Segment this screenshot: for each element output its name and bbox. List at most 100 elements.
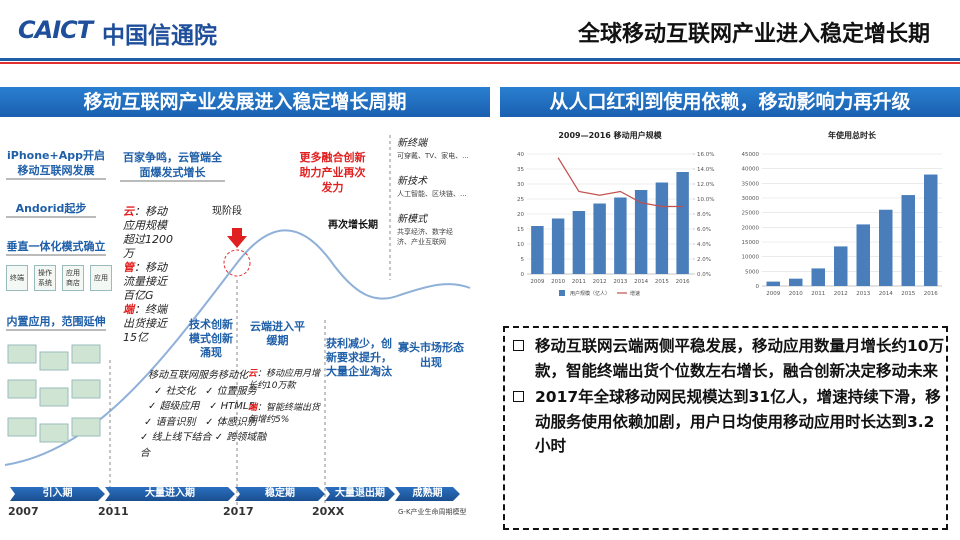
bar	[593, 203, 606, 274]
y2-tick-label: 14.0%	[697, 167, 714, 173]
y2-tick-label: 8.0%	[697, 212, 711, 218]
y-tick-label: 0	[521, 272, 525, 278]
current-arrow	[227, 228, 247, 248]
chain-box: 应用	[90, 265, 112, 291]
y-tick-label: 30	[517, 182, 524, 188]
plateau-heading: 云端进入平缓期	[250, 320, 305, 347]
item-key: 端	[123, 303, 134, 316]
y-tick-label: 35000	[742, 181, 760, 187]
service: ✓ 社交化 ✓ 位置服务	[154, 385, 257, 397]
service: 位置服务	[216, 385, 257, 397]
milestone: 垂直一体化模式确立	[6, 238, 106, 256]
service: 语音识别	[155, 416, 196, 428]
y2-tick-label: 12.0%	[697, 182, 714, 188]
model-label: G-K产业生命周期模型	[398, 508, 467, 516]
oligopoly: 寡头市场形态出现	[398, 341, 464, 369]
outlook-heading: 新终端	[397, 138, 427, 149]
y-tick-label: 30000	[742, 196, 760, 202]
x-tick-label: 2015	[901, 291, 915, 297]
year: 20XX	[312, 505, 345, 518]
outlook-text: 共享经济、数字经济、产业互联网	[397, 228, 453, 246]
outlook-item: 新技术人工智能、区块链、...	[397, 175, 489, 199]
services: 移动互联网服务移动化 ✓ 社交化 ✓ 位置服务 ✓ 超级应用 ✓ HTML5 ✓…	[140, 368, 270, 461]
service: 移动互联网服务移动化	[148, 370, 248, 381]
tech-innovation: 技术创新模式创新涌现	[189, 318, 233, 359]
phase: 大量进入期	[105, 487, 235, 501]
header-rule	[0, 58, 960, 61]
bar	[901, 195, 915, 286]
y2-tick-label: 0.0%	[697, 272, 711, 278]
service: ✓ 语音识别 ✓ 体感识别	[144, 416, 257, 428]
chart-title: 2009—2016 移动用户规模	[558, 130, 662, 140]
bar	[531, 226, 544, 274]
y-tick-label: 25000	[742, 211, 760, 217]
item-text: ：移动流量接近百亿G	[123, 261, 167, 302]
x-tick-label: 2009	[530, 279, 544, 285]
y-tick-label: 0	[756, 284, 760, 290]
legend-label: 增速	[630, 290, 640, 297]
y-tick-label: 25	[517, 197, 524, 203]
phase: 成熟期	[395, 487, 460, 501]
legend-swatch	[559, 290, 565, 296]
chart: 2009—2016 移动用户规模 0 5 10 15 20 25 30 35 40 0.0% 2.0%…	[517, 130, 714, 297]
outlook-text: 可穿戴、TV、家电、...	[397, 152, 469, 160]
plateau-items: 云：移动应用月增长约10万款 端：智能终端出货年增约5%	[248, 368, 323, 426]
service: ✓ 线上线下结合 ✓ 跨领域融合	[140, 432, 267, 459]
y-tick-label: 40000	[742, 167, 760, 173]
year: 2007	[8, 505, 39, 518]
x-tick-label: 2010	[551, 279, 565, 285]
x-tick-label: 2014	[879, 291, 893, 297]
outlook-heading: 新技术	[397, 176, 427, 187]
x-tick-label: 2009	[766, 291, 780, 297]
y-tick-label: 10000	[742, 255, 760, 261]
slide-title: 全球移动互联网产业进入稳定增长期	[577, 22, 930, 47]
y-tick-label: 10	[517, 242, 524, 248]
y2-tick-label: 4.0%	[697, 242, 711, 248]
phase: 大量退出期	[325, 487, 395, 501]
phase: 引入期	[10, 487, 105, 501]
shakeout: 获利减少，创新要求提升，大量企业淘汰	[326, 337, 392, 378]
logo-text: 中国信通院	[102, 23, 217, 49]
lifecycle-curve	[4, 135, 471, 505]
y-tick-label: 5	[521, 257, 525, 263]
service: 超级应用	[159, 401, 200, 412]
item-text: ：移动应用月增长约10万款	[248, 369, 321, 391]
bar	[834, 246, 848, 286]
year: 2011	[98, 505, 129, 518]
service: HTML5	[220, 401, 255, 412]
item-text: ：智能终端出货年增约5%	[248, 403, 321, 425]
x-tick-label: 2014	[634, 279, 648, 285]
service: 体感识别	[216, 416, 257, 428]
burst-item: 管：移动流量接近百亿G	[123, 261, 175, 303]
outlook: 新终端可穿戴、TV、家电、... 新技术人工智能、区块链、... 新模式共享经济…	[397, 137, 489, 247]
x-tick-label: 2011	[811, 291, 825, 297]
chart-title: 年使用总时长	[828, 130, 877, 140]
item-key: 云	[248, 369, 258, 379]
bar	[572, 211, 586, 274]
legend-label: 用户规模（亿人）	[570, 290, 610, 297]
bar	[789, 278, 803, 286]
y-tick-label: 15000	[742, 240, 760, 246]
chain-box: 应用商店	[62, 265, 84, 291]
x-tick-label: 2013	[856, 291, 870, 297]
x-tick-label: 2013	[613, 279, 627, 285]
x-tick-label: 2016	[676, 279, 690, 285]
chain-box: 终端	[6, 265, 28, 291]
x-tick-label: 2012	[834, 291, 848, 297]
bar	[811, 268, 825, 286]
y2-tick-label: 6.0%	[697, 227, 711, 233]
bar	[634, 190, 648, 274]
milestone: 内置应用，范围延伸	[6, 313, 106, 331]
y-tick-label: 40	[517, 152, 524, 158]
milestone: iPhone+App开启移动互联网发展	[6, 148, 106, 180]
item-key: 云	[123, 205, 134, 218]
outlook-heading: 新模式	[397, 214, 427, 225]
innovation: 更多融合创新助力产业再次发力	[299, 151, 366, 194]
chart: 年使用总时长 0 5000 10000 15000 20000 25000 30000 3500…	[742, 130, 942, 297]
outlook-text: 人工智能、区块链、...	[397, 190, 467, 198]
burst-items: 云：移动应用规模超过1200万 管：移动流量接近百亿G 端：终端出货接近15亿	[123, 205, 175, 345]
y-tick-label: 35	[517, 167, 524, 173]
x-tick-label: 2012	[593, 279, 607, 285]
plateau-item: 端：智能终端出货年增约5%	[248, 402, 323, 426]
right-panel-title: 从人口红利到使用依赖，移动影响力再升级	[500, 87, 960, 117]
